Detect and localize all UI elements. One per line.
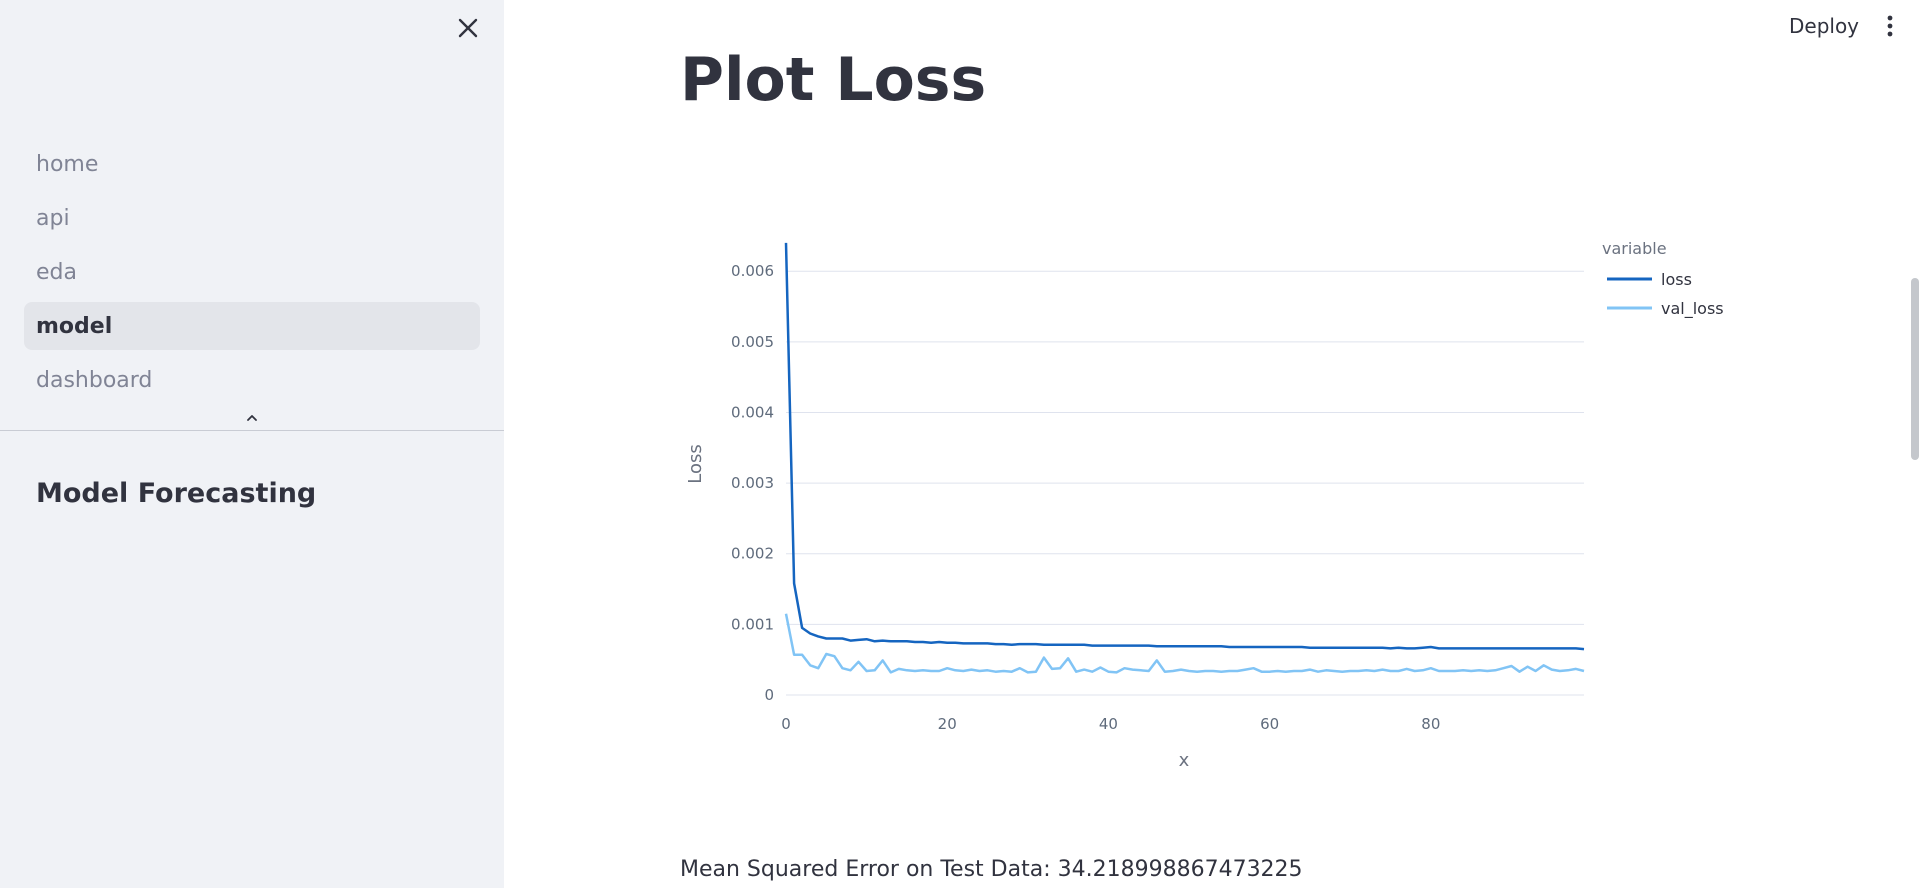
loss-chart: 0 20 40 60 80 0 0.001 0.002 0.003 0.004 0.005 0.00… [685,239,1724,771]
y-tick-label: 0.003 [731,474,774,492]
sidebar-item-label: dashboard [36,367,153,393]
legend-title: variable [1602,239,1667,258]
deploy-button[interactable]: Deploy [1788,14,1860,38]
close-sidebar-button[interactable] [452,12,484,44]
y-axis-ticks: 0 0.001 0.002 0.003 0.004 0.005 0.006 [731,262,774,704]
series-line-loss [784,242,1585,651]
sidebar-subtitle: Model Forecasting [36,478,317,509]
sidebar-item-dashboard[interactable]: dashboard [24,356,480,404]
legend-label-loss[interactable]: loss [1661,270,1692,289]
chart-series [784,242,1585,674]
y-tick-label: 0.002 [731,545,774,563]
chart-grid [786,270,1584,696]
x-tick-label: 0 [781,715,791,733]
sidebar: home api eda model dashboard Model Forec… [0,0,504,888]
x-tick-label: 40 [1099,715,1118,733]
series-line-val_loss [784,613,1585,674]
sidebar-item-api[interactable]: api [24,194,480,242]
x-axis-label: x [1179,750,1190,771]
scrollbar-thumb[interactable] [1911,278,1919,460]
x-tick-label: 80 [1421,715,1440,733]
y-tick-label: 0.001 [731,615,774,633]
legend-label-val_loss[interactable]: val_loss [1661,299,1724,319]
x-axis-ticks: 0 20 40 60 80 [781,715,1440,733]
y-tick-label: 0.006 [731,262,774,280]
kebab-menu-icon [1887,15,1893,37]
sidebar-item-label: api [36,205,70,231]
y-axis-label: Loss [685,444,706,483]
y-tick-label: 0.005 [731,333,774,351]
y-tick-label: 0 [764,686,774,704]
sidebar-item-home[interactable]: home [24,140,480,188]
page-title: Plot Loss [680,45,987,115]
collapse-nav-button[interactable] [240,408,264,428]
sidebar-item-label: eda [36,259,77,285]
chart-legend: variable loss val_loss [1602,239,1724,319]
x-tick-label: 20 [938,715,957,733]
y-tick-label: 0.004 [731,403,774,421]
x-tick-label: 60 [1260,715,1279,733]
main-content: Deploy Plot Loss 0 20 40 60 80 0 0.001 0.002 0.… [504,0,1920,888]
sidebar-item-eda[interactable]: eda [24,248,480,296]
sidebar-item-label: home [36,151,99,177]
sidebar-divider [0,430,504,431]
chevron-up-icon [247,415,257,421]
mse-result-text: Mean Squared Error on Test Data: 34.2189… [680,857,1303,882]
main-menu-button[interactable] [1876,10,1904,42]
close-icon [458,18,478,38]
sidebar-item-model[interactable]: model [24,302,480,350]
sidebar-item-label: model [36,313,113,339]
